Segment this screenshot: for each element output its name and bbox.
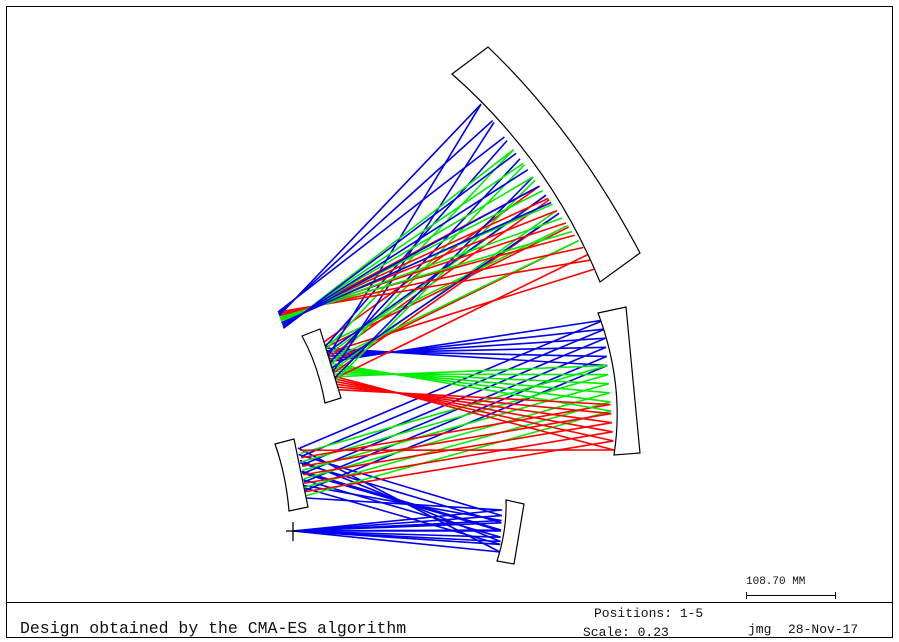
ray [327, 370, 609, 385]
lower-left-mirror [274, 438, 309, 512]
ray [282, 169, 529, 328]
ray [292, 470, 502, 532]
drawing-date: 28-Nov-17 [788, 622, 858, 637]
ray [279, 230, 573, 319]
ray [330, 176, 534, 383]
ray [303, 355, 608, 483]
ray [304, 431, 613, 485]
ray [292, 487, 501, 546]
ray [320, 140, 508, 352]
optical-elements [274, 46, 641, 565]
ray [324, 319, 605, 364]
large-right-mirror [597, 306, 641, 456]
ray [321, 349, 607, 358]
ray [333, 388, 611, 406]
ray [301, 337, 606, 466]
scale-label: Scale: 0.23 [583, 625, 669, 640]
ray [323, 328, 605, 361]
ray [322, 267, 599, 356]
ray [277, 136, 505, 313]
positions-label: Positions: 1-5 [594, 606, 703, 621]
author-initials: jmg [748, 622, 771, 637]
ray [300, 364, 608, 455]
ray [278, 103, 482, 317]
ray [302, 382, 610, 472]
ray [292, 459, 501, 543]
ray [324, 361, 612, 412]
ray [330, 253, 589, 382]
bottom-right-mirror [496, 499, 525, 565]
ray [303, 392, 610, 480]
ray [281, 185, 540, 326]
design-caption: Design obtained by the CMA-ES algorithm [20, 619, 406, 638]
primary-mirror [451, 46, 641, 283]
ray [303, 421, 613, 476]
ray [301, 373, 609, 463]
ray [301, 403, 611, 459]
ray [329, 364, 608, 378]
ray [278, 119, 494, 315]
ray [331, 382, 613, 424]
ray [332, 385, 612, 415]
ray [304, 364, 608, 492]
ray [327, 212, 560, 372]
ray [331, 179, 536, 385]
ray [330, 379, 613, 433]
ray [292, 497, 503, 532]
ray [326, 367, 610, 394]
ray [320, 347, 608, 367]
ray-bundle [277, 103, 615, 553]
ray [323, 337, 606, 358]
drawing-border [6, 6, 893, 638]
ray [281, 201, 552, 324]
upper-small-mirror [301, 328, 342, 404]
scale-bar-label: 108.70 MM [746, 576, 805, 588]
ray [282, 152, 517, 329]
ray [305, 410, 612, 497]
ray [328, 373, 609, 376]
ray [322, 346, 607, 355]
focal-point-crosshair [286, 522, 300, 541]
ray [300, 328, 606, 458]
ray [292, 453, 503, 532]
ray [325, 364, 611, 403]
scale-bar: 108.70 MM [746, 576, 836, 599]
ray [324, 239, 579, 364]
ray [292, 478, 501, 538]
